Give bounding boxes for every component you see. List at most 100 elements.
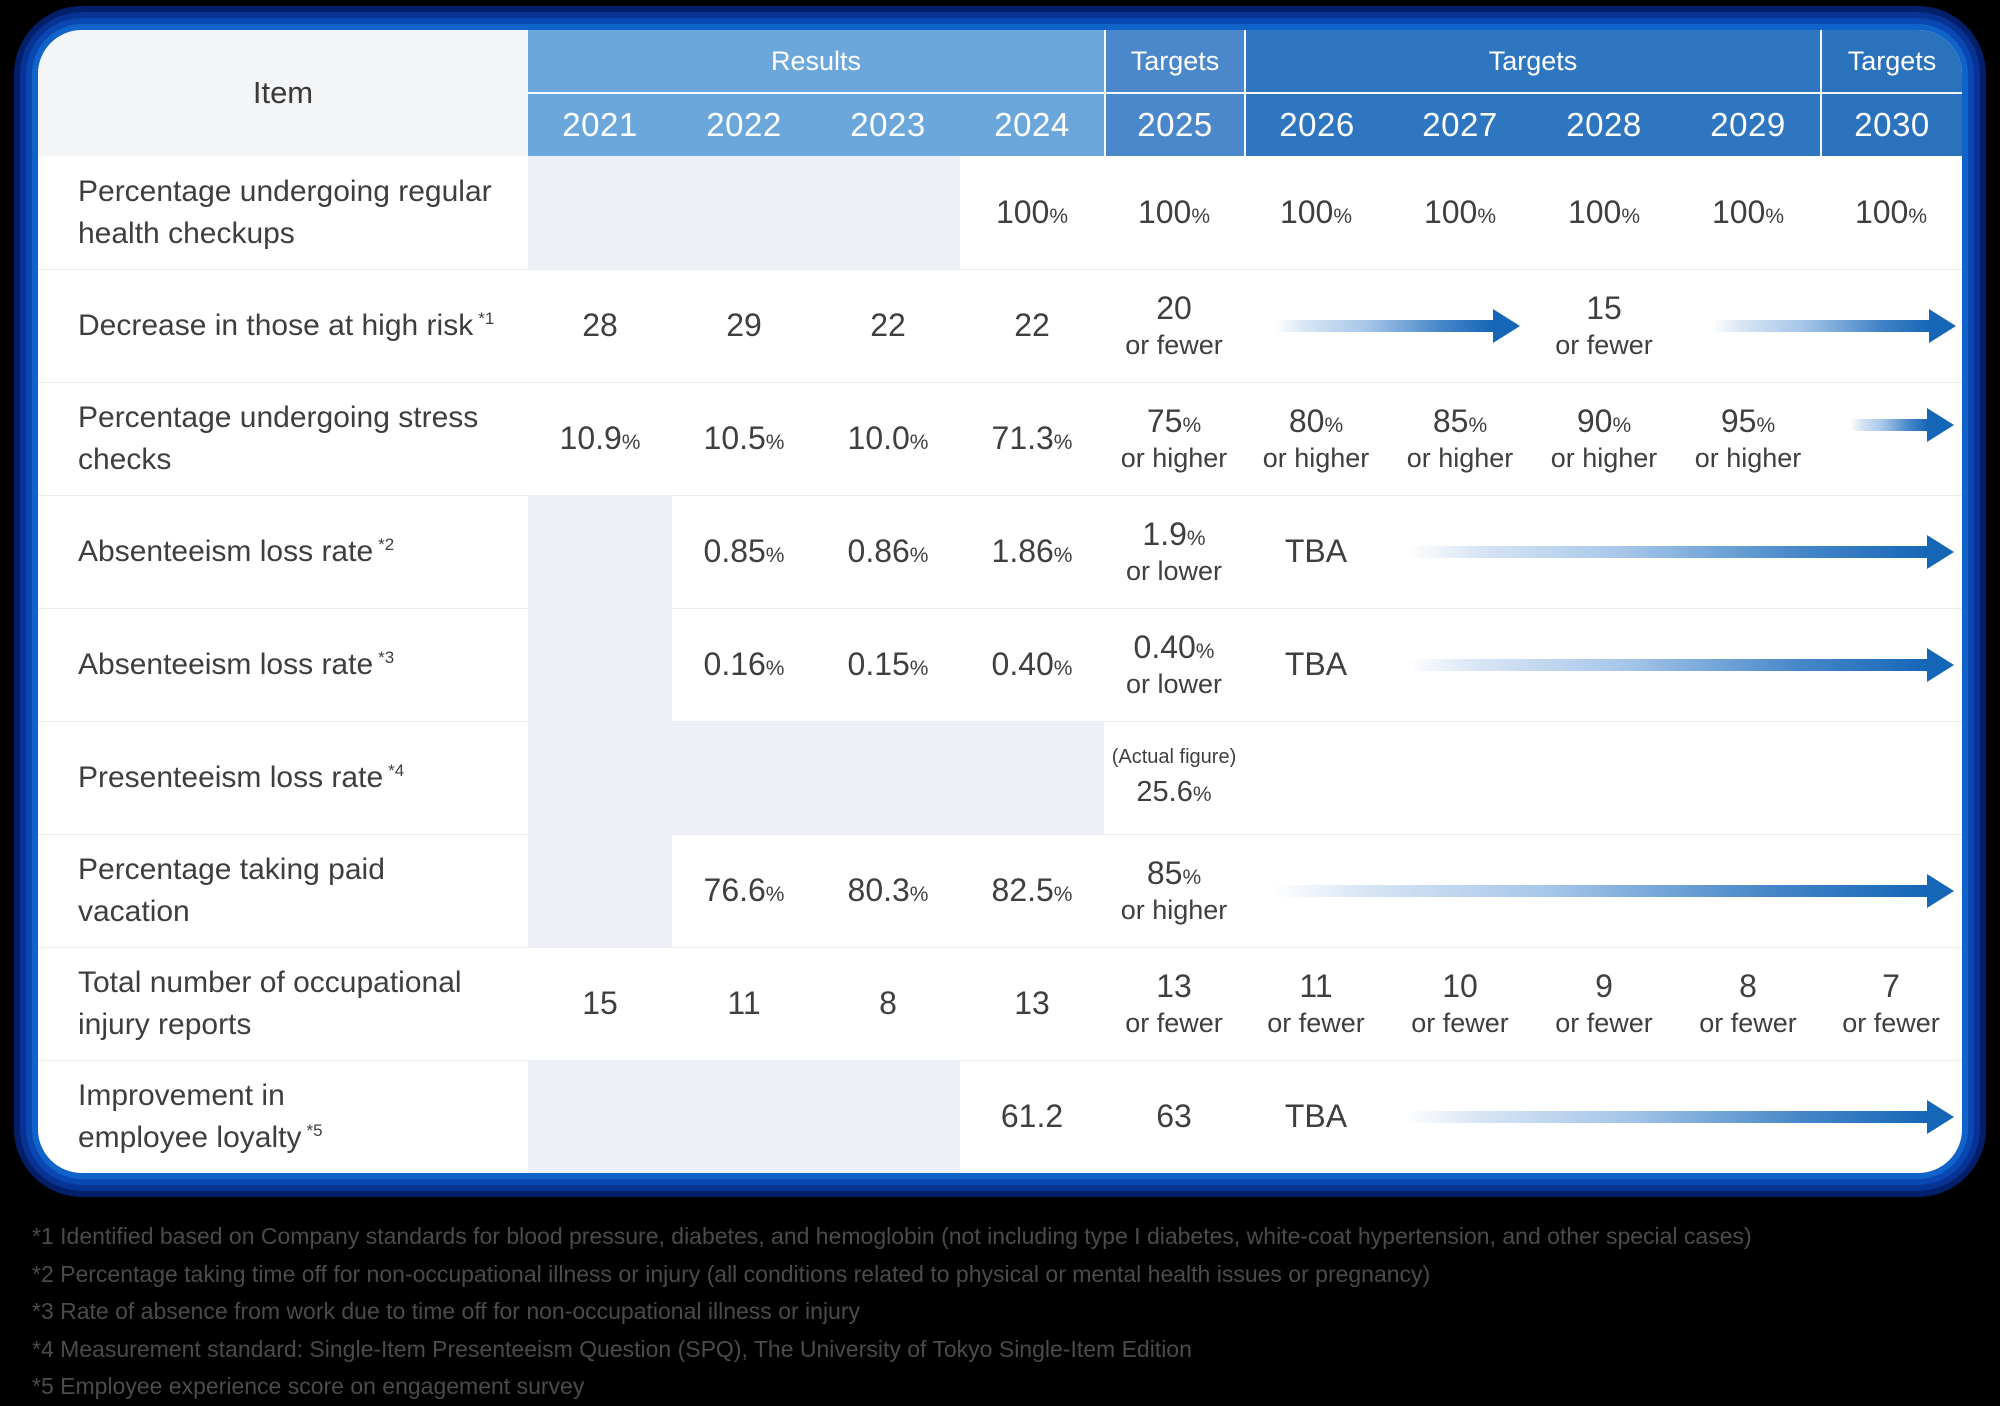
arrow-head-icon [1927, 1099, 1954, 1134]
cell-2025: 20 or fewer [1125, 290, 1223, 360]
cell-2029: 100% [1711, 194, 1785, 230]
kpi-table-card: Item Results Targets Targets Targets 202… [38, 30, 1962, 1173]
cell-2029: 95% or higher [1694, 403, 1802, 473]
cell-2026: 100% [1279, 194, 1353, 230]
year-header-2023: 2023 [816, 94, 960, 156]
year-header-2021: 2021 [528, 94, 672, 156]
table-row-absenteeism-2: Absenteeism loss rate *2 0.85% 0.86% 1.86… [38, 495, 1962, 608]
footnote-3: *3 Rate of absence from work due to time… [32, 1298, 860, 1324]
trend-arrow-2027-2030 [1388, 1060, 1962, 1173]
table-header: Item Results Targets Targets Targets 202… [38, 30, 1962, 156]
cell-2028: 100% [1567, 194, 1641, 230]
cell-2023: 80.3% [847, 872, 929, 908]
year-header-2027: 2027 [1388, 94, 1532, 156]
arrow-head-icon [1927, 873, 1954, 908]
item-header-label: Item [252, 75, 314, 110]
year-header-2024: 2024 [960, 94, 1104, 156]
cell-2023: 8 [879, 985, 897, 1021]
table-row-employee-loyalty: Improvement in employee loyalty *5 61.2 6… [38, 1060, 1962, 1173]
cell-2026: TBA [1284, 646, 1348, 682]
row-label: Presenteeism loss rate *4 [78, 760, 405, 794]
cell-2022: 29 [726, 307, 762, 343]
cell-2024: 61.2 [1000, 1098, 1064, 1134]
trend-arrow-2026-2027 [1244, 269, 1532, 382]
cell-2024: 1.86% [991, 533, 1073, 569]
cell-2025: 13 or fewer [1125, 968, 1223, 1038]
table-row-high-risk: Decrease in those at high risk *1 28 29 2… [38, 269, 1962, 382]
cell-2025: 100% [1137, 194, 1211, 230]
cell-2025: 63 [1156, 1098, 1192, 1134]
cell-2025: (Actual figure) 25.6% [1111, 746, 1237, 808]
blank-cell [528, 1060, 960, 1173]
cell-2023: 0.86% [847, 533, 929, 569]
trend-arrow-2027-2030 [1388, 608, 1962, 721]
footnotes: *1 Identified based on Company standards… [32, 1218, 1972, 1406]
cell-2024: 82.5% [991, 872, 1073, 908]
cell-2023: 10.0% [847, 420, 929, 456]
row-label: Improvement in employee loyalty *5 [78, 1079, 323, 1154]
arrow-head-icon [1927, 647, 1954, 682]
cell-2025: 85% or higher [1120, 855, 1228, 925]
cell-2028: 15 or fewer [1555, 290, 1653, 360]
trend-arrow-2029-2030 [1676, 269, 1962, 382]
row-label: Percentage undergoing stress checks [78, 401, 479, 476]
row-label: Percentage undergoing regular health che… [78, 175, 492, 250]
table-row-stress-checks: Percentage undergoing stress checks 10.9… [38, 382, 1962, 495]
table-row-paid-vacation: Percentage taking paid vacation 76.6% 80… [38, 834, 1962, 947]
cell-2024: 13 [1014, 985, 1050, 1021]
year-header-2025: 2025 [1104, 94, 1244, 156]
cell-2021: 10.9% [559, 420, 641, 456]
cell-2028: 90% or higher [1550, 403, 1658, 473]
year-header-2028: 2028 [1532, 94, 1676, 156]
cell-2026: 80% or higher [1262, 403, 1370, 473]
row-label: Absenteeism loss rate *3 [78, 647, 395, 681]
year-header-2030: 2030 [1820, 94, 1962, 156]
row-label: Total number of occupational injury repo… [78, 966, 462, 1041]
cell-2024: 0.40% [991, 646, 1073, 682]
cell-2029: 8 or fewer [1699, 968, 1797, 1038]
cell-2024: 22 [1014, 307, 1050, 343]
blank-cell [528, 608, 672, 721]
cell-2025: 1.9% or lower [1125, 516, 1223, 586]
targets-2025-group-header: Targets [1104, 30, 1244, 94]
cell-2021: 15 [582, 985, 618, 1021]
cell-2026: 11 or fewer [1267, 968, 1365, 1038]
footnote-4: *4 Measurement standard: Single-Item Pre… [32, 1335, 1192, 1362]
cell-2022: 0.16% [703, 646, 785, 682]
targets-2026-2029-group-header: Targets [1244, 30, 1820, 94]
table-row-absenteeism-3: Absenteeism loss rate *3 0.16% 0.15% 0.40… [38, 608, 1962, 721]
cell-2025: 75% or higher [1120, 403, 1228, 473]
cell-2025: 0.40% or lower [1125, 629, 1223, 699]
table-row-occupational-injury: Total number of occupational injury repo… [38, 947, 1962, 1060]
item-column-header: Item [38, 30, 528, 156]
arrow-head-icon [1927, 534, 1954, 569]
cell-2026: TBA [1284, 533, 1348, 569]
trend-arrow-2027-2030 [1388, 495, 1962, 608]
cell-2027: 10 or fewer [1411, 968, 1509, 1038]
cell-2022: 76.6% [703, 872, 785, 908]
trend-arrow-2030 [1820, 368, 1962, 481]
arrow-head-icon [1927, 407, 1954, 442]
table-row-health-checkups: Percentage undergoing regular health che… [38, 156, 1962, 269]
year-header-2029: 2029 [1676, 94, 1820, 156]
cell-2027: 100% [1423, 194, 1497, 230]
cell-2026: TBA [1284, 1098, 1348, 1134]
results-group-header: Results [528, 30, 1104, 94]
trend-arrow-2026-2030 [1244, 834, 1962, 947]
blank-cell [528, 495, 672, 608]
blank-cell [528, 834, 672, 947]
cell-2028: 9 or fewer [1555, 968, 1653, 1038]
arrow-head-icon [1493, 308, 1520, 343]
blank-cell [528, 721, 1104, 834]
cell-2030: 100% [1854, 194, 1928, 230]
row-label: Percentage taking paid vacation [78, 853, 385, 928]
table-row-presenteeism: Presenteeism loss rate *4 (Actual figure)… [38, 721, 1962, 834]
year-header-2022: 2022 [672, 94, 816, 156]
blank-cell [528, 156, 960, 269]
cell-2023: 0.15% [847, 646, 929, 682]
arrow-head-icon [1929, 308, 1956, 343]
row-label: Absenteeism loss rate *2 [78, 534, 395, 568]
footnote-5: *5 Employee experience score on engageme… [32, 1373, 585, 1399]
cell-2022: 10.5% [703, 420, 785, 456]
